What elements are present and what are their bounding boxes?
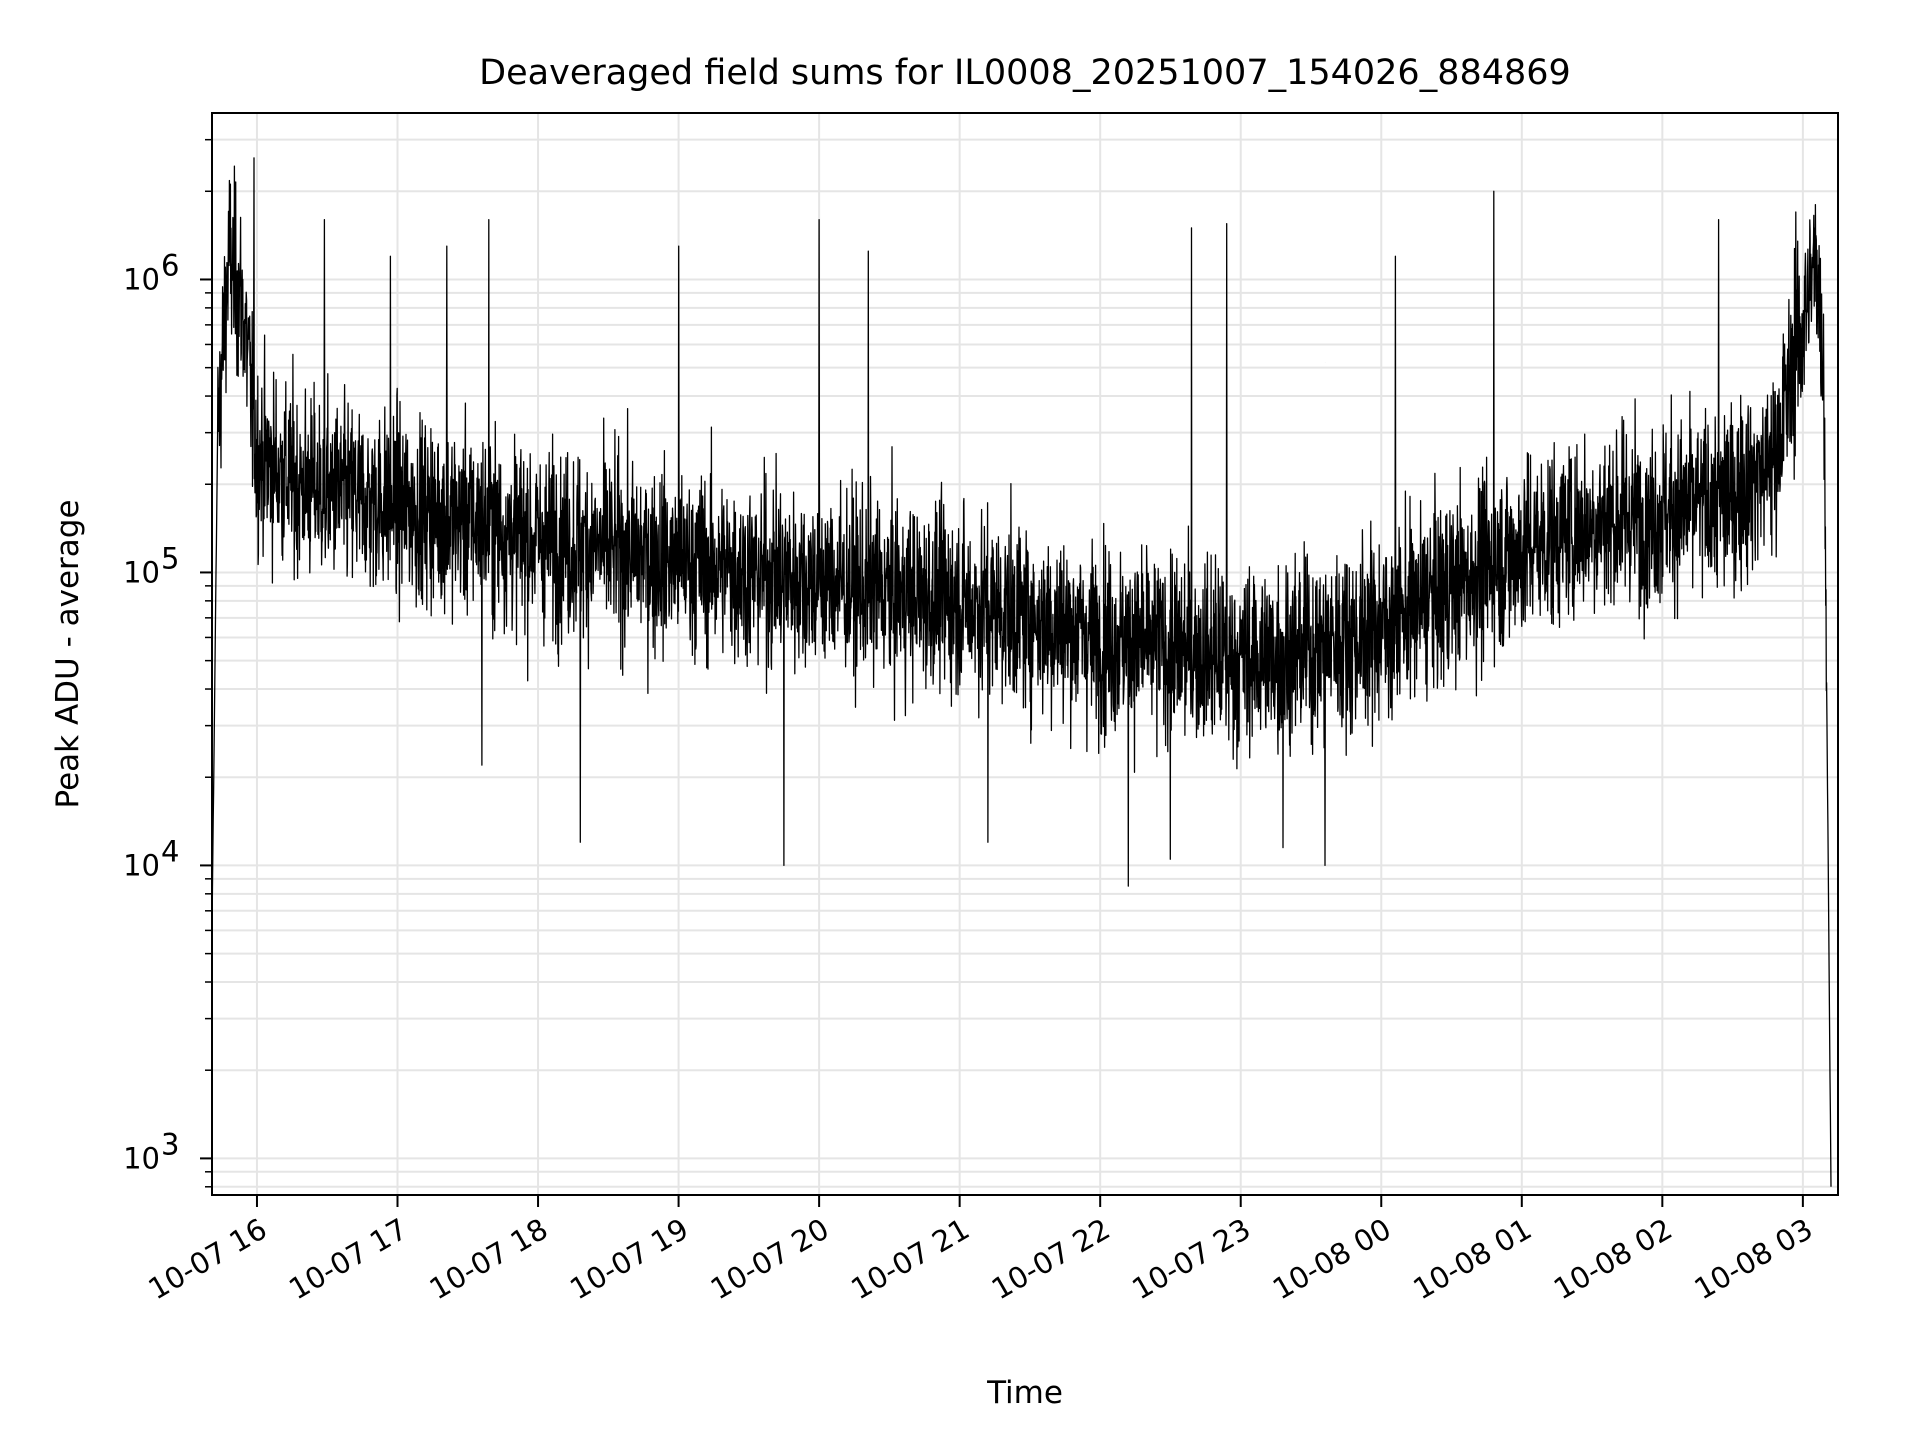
y-axis-label: Peak ADU - average [50, 499, 86, 808]
y-tick-exponent: 6 [161, 248, 179, 282]
x-axis-label: Time [986, 1375, 1063, 1411]
y-tick-exponent: 3 [161, 1127, 179, 1161]
series-path [211, 157, 1832, 1187]
y-tick-exponent: 5 [161, 541, 179, 575]
y-tick-label: 10 [123, 1141, 160, 1175]
plot-frame [211, 112, 1839, 1196]
grid [212, 113, 1838, 1195]
y-tick-label: 10 [123, 262, 160, 296]
y-tick-label: 10 [123, 555, 160, 589]
chart-title: Deaveraged field sums for IL0008_2025100… [479, 53, 1571, 93]
y-tick-label: 10 [123, 848, 160, 882]
series-line [211, 157, 1832, 1187]
y-tick-exponent: 4 [161, 834, 179, 868]
